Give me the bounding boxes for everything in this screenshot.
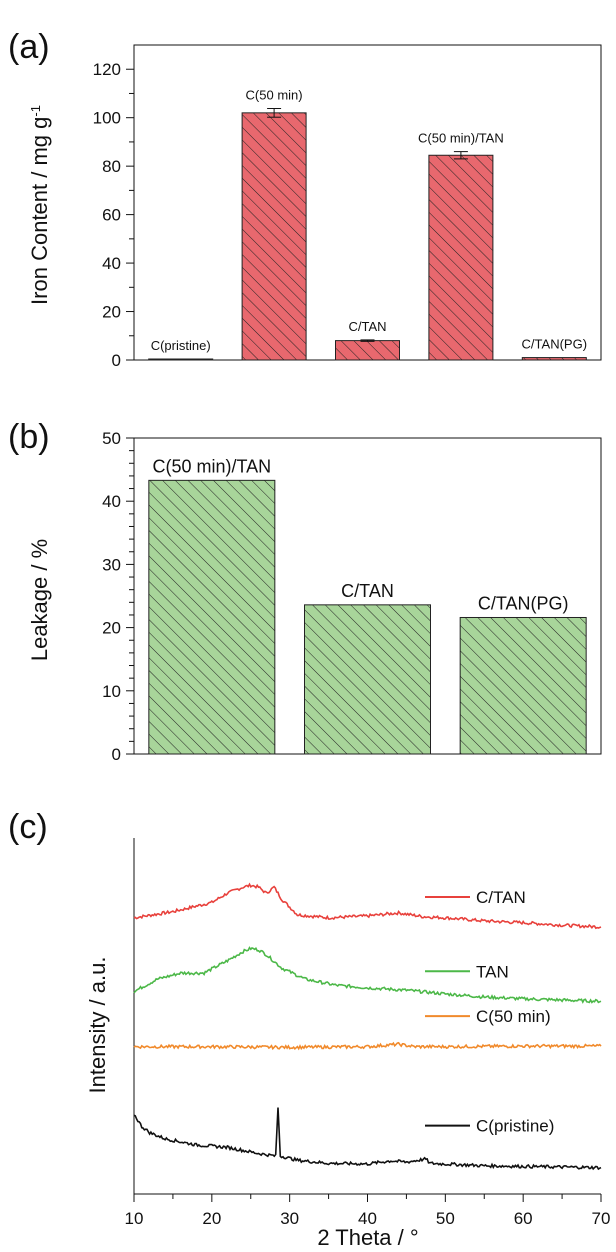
panel-a-ytick-label: 80 (102, 157, 121, 176)
panel-b-ytick-label: 40 (102, 492, 121, 511)
legend-label: C(50 min) (476, 1007, 551, 1026)
bar-hatch (304, 604, 431, 755)
bar-label-c-50-min-tan: C(50 min)/TAN (418, 131, 504, 146)
bar-hatch (428, 154, 494, 361)
legend-label: C(pristine) (476, 1117, 554, 1136)
bar-c-tan-pg (521, 357, 587, 361)
panel-b-ytick-label: 0 (112, 745, 121, 764)
panel-c-xtick-label: 70 (592, 1209, 611, 1228)
panel-c-xtick-label: 40 (358, 1209, 377, 1228)
bar-c-50-min-tan (428, 151, 494, 361)
bar-label-c-50-min-tan: C(50 min)/TAN (152, 456, 271, 476)
panel-b-ytick-label: 10 (102, 682, 121, 701)
panel-c-xtick-label: 30 (280, 1209, 299, 1228)
panel-c-xlabel: 2 Theta / ° (317, 1225, 418, 1250)
series-line-c-pristine (133, 1107, 602, 1171)
panel-label-b: (b) (8, 418, 50, 456)
bar-c-tan (304, 604, 431, 755)
legend-item-tan: TAN (425, 962, 509, 981)
bar-hatch (241, 112, 307, 361)
panel-a-ytick-label: 0 (112, 351, 121, 370)
panel-a-ylabel-exponent: -1 (28, 105, 43, 117)
panel-a-ylabel-text: Iron Content / mg g (27, 117, 52, 305)
panel-b-yaxis: 0 10 20 30 40 50 (102, 429, 134, 764)
panel-a-ytick-label: 100 (93, 109, 121, 128)
bar-c-50-min-tan (148, 479, 276, 755)
bar-c-tan (335, 339, 400, 361)
panel-c-xtick-label: 60 (514, 1209, 533, 1228)
panel-a-yaxis: 0 20 40 60 80 100 120 (93, 60, 134, 370)
panel-c-lines (133, 882, 602, 1171)
bar-label-c-pristine: C(pristine) (151, 338, 211, 353)
legend-label: TAN (476, 962, 509, 981)
bar-label-c-tan-pg: C/TAN(PG) (522, 337, 587, 352)
panel-c-xaxis: 10 20 30 40 50 60 70 (125, 1194, 611, 1228)
series-line-c-50-min (133, 1041, 602, 1051)
legend-label: C/TAN (476, 888, 526, 907)
bar-hatch (148, 479, 276, 755)
panel-c-xtick-label: 10 (125, 1209, 144, 1228)
bar-label-c-tan: C/TAN (348, 319, 386, 334)
panel-a-bars: C(pristine) C(50 min) C/TAN C(50 min)/TAN C/… (148, 87, 587, 361)
panel-b: (b) Leakage / % 0 10 20 30 40 50 C(50 min)/TA… (8, 418, 602, 764)
panel-a-ytick-label: 60 (102, 206, 121, 225)
panel-c: (c) Intensity / a.u. 10 20 30 40 50 60 70 C/TA… (8, 808, 610, 1250)
panel-c-xtick-label: 50 (436, 1209, 455, 1228)
bar-label-c-50-min: C(50 min) (246, 87, 303, 102)
panel-label-a: (a) (8, 28, 50, 66)
legend-item-c-50-min: C(50 min) (425, 1007, 551, 1026)
panel-b-ytick-label: 20 (102, 619, 121, 638)
panel-a: (a) Iron Content / mg g-1 0 20 40 60 80 100 12… (8, 28, 602, 370)
panel-label-c: (c) (8, 808, 48, 846)
series-line-c-tan (133, 882, 602, 930)
legend-item-c-tan: C/TAN (425, 888, 526, 907)
panel-c-legend: C/TAN TAN C(50 min) C(pristine) (425, 888, 554, 1136)
bar-c-tan-pg (459, 616, 587, 755)
bar-c-pristine (148, 358, 214, 361)
panel-a-ylabel: Iron Content / mg g-1 (27, 105, 52, 305)
panel-a-ytick-label: 40 (102, 254, 121, 273)
panel-c-xtick-label: 20 (202, 1209, 221, 1228)
panel-a-frame (133, 44, 602, 361)
bar-hatch (521, 357, 587, 361)
panel-b-ytick-label: 30 (102, 555, 121, 574)
bar-label-c-tan-pg: C/TAN(PG) (478, 593, 569, 613)
panel-a-ytick-label: 20 (102, 303, 121, 322)
panel-b-ytick-label: 50 (102, 429, 121, 448)
panel-c-ylabel: Intensity / a.u. (85, 957, 110, 1094)
bar-hatch (459, 616, 587, 755)
panel-b-ylabel: Leakage / % (27, 539, 52, 661)
legend-item-c-pristine: C(pristine) (425, 1117, 554, 1136)
panel-b-bars: C(50 min)/TAN C/TAN C/TAN(PG) (148, 456, 587, 755)
panel-a-ytick-label: 120 (93, 60, 121, 79)
bar-c-50-min (241, 107, 307, 361)
bar-label-c-tan: C/TAN (341, 581, 394, 601)
bar-hatch (335, 340, 400, 361)
bar-hatch (148, 358, 214, 361)
series-line-tan (133, 946, 602, 1004)
